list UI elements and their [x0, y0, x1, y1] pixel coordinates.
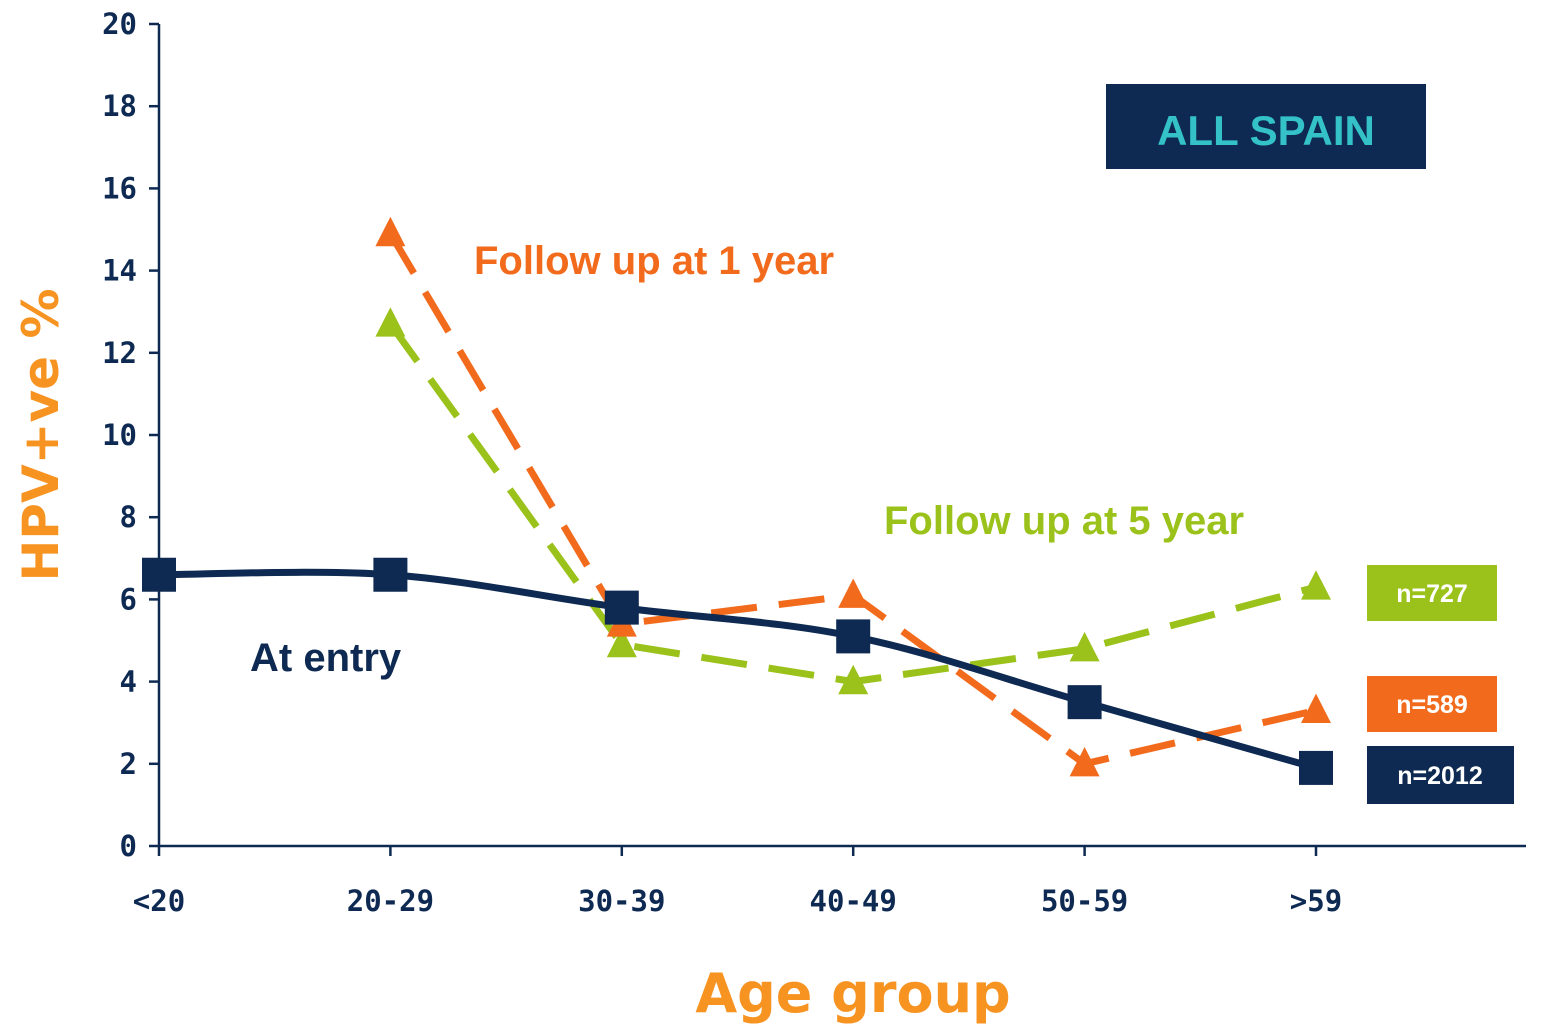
- data-point: [1069, 631, 1100, 662]
- data-point: [838, 578, 869, 608]
- n-box-2012: n=2012: [1367, 746, 1514, 804]
- y-tick-label: 2: [120, 747, 137, 781]
- y-axis-label: HPV+ve %: [12, 288, 70, 581]
- series-layer: [142, 216, 1333, 785]
- series-label-entry: At entry: [250, 636, 402, 680]
- x-tick-label: 40-49: [810, 884, 897, 918]
- n-box-727: n=727: [1367, 565, 1497, 621]
- y-tick-label: 6: [120, 582, 137, 616]
- x-axis-label: Age group: [695, 962, 1010, 1025]
- data-point: [375, 307, 406, 337]
- n-box-589: n=589: [1367, 676, 1497, 732]
- y-ticks: 0 2 4 6 8 10 12 14 16 18 20: [102, 7, 159, 863]
- x-tick-label: 30-39: [578, 884, 665, 918]
- y-tick-label: 10: [102, 418, 137, 452]
- data-point: [1301, 693, 1331, 723]
- series-label-5yr: Follow up at 5 year: [884, 499, 1244, 543]
- data-point: [373, 557, 408, 592]
- data-point: [838, 664, 869, 695]
- x-tick-label: 20-29: [347, 884, 434, 918]
- x-tick-label: >59: [1290, 884, 1342, 918]
- badge-text: ALL SPAIN: [1157, 107, 1375, 154]
- y-tick-label: 16: [102, 171, 137, 205]
- y-tick-label: 12: [102, 336, 137, 370]
- series-2: [375, 307, 1331, 695]
- n-label-589: n=589: [1396, 691, 1468, 719]
- x-tick-label: <20: [133, 884, 185, 918]
- data-point: [1067, 685, 1102, 720]
- y-tick-label: 0: [120, 829, 137, 863]
- data-point: [606, 627, 637, 658]
- y-tick-label: 4: [120, 665, 137, 699]
- y-tick-label: 20: [102, 7, 137, 41]
- data-point: [375, 216, 406, 247]
- y-tick-label: 18: [102, 89, 137, 123]
- data-point: [1299, 750, 1333, 785]
- x-tick-label: 50-59: [1041, 884, 1128, 918]
- y-tick-label: 14: [102, 254, 137, 288]
- data-point: [1301, 570, 1331, 600]
- n-label-2012: n=2012: [1397, 762, 1483, 790]
- x-ticks: <20 20-29 30-39 40-49 50-59 >59: [133, 846, 1342, 918]
- data-point: [1069, 747, 1100, 777]
- series-0: [142, 557, 1333, 785]
- series-line: [158, 568, 1317, 772]
- y-tick-label: 8: [120, 500, 137, 534]
- badge-all-spain: ALL SPAIN: [1106, 84, 1426, 169]
- data-point: [836, 619, 871, 654]
- n-label-727: n=727: [1396, 580, 1468, 608]
- data-point: [604, 590, 639, 625]
- data-point: [142, 557, 176, 592]
- series-label-1yr: Follow up at 1 year: [474, 239, 834, 283]
